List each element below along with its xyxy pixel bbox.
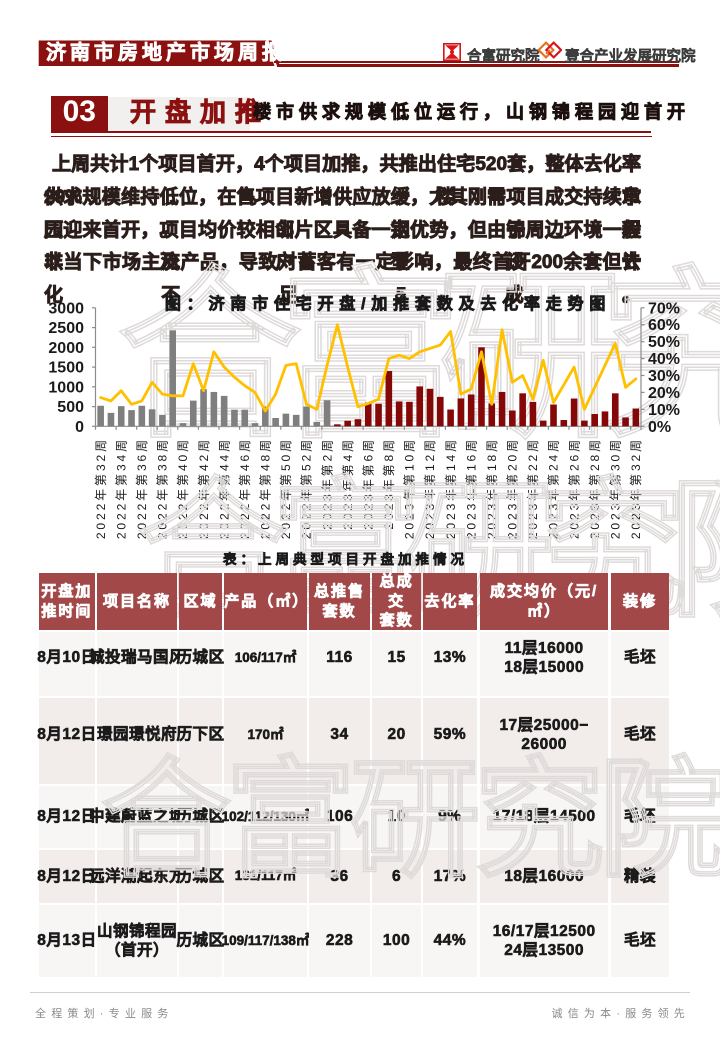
svg-text:2022年第36周: 2022年第36周 [135,437,149,539]
svg-text:2023年第20周: 2023年第20周 [506,437,520,539]
svg-text:50%: 50% [648,334,680,351]
svg-text:2022年第38周: 2022年第38周 [156,437,170,539]
svg-text:2022年第48周: 2022年第48周 [259,437,273,539]
svg-text:2022年第50周: 2022年第50周 [279,437,293,539]
svg-text:2023年第18周: 2023年第18周 [485,437,499,539]
svg-text:2023年第6周: 2023年第6周 [361,437,375,530]
svg-text:2023年第24周: 2023年第24周 [547,437,561,539]
svg-text:2023年第2周: 2023年第2周 [320,437,334,530]
svg-text:500: 500 [57,399,84,416]
svg-text:2023年第22周: 2023年第22周 [526,437,540,539]
svg-text:10%: 10% [648,402,680,419]
svg-text:60%: 60% [648,317,680,334]
svg-text:0%: 0% [648,419,671,436]
svg-text:2023年第16周: 2023年第16周 [464,437,478,539]
svg-text:2023年第14周: 2023年第14周 [444,437,458,539]
svg-text:2023年第4周: 2023年第4周 [341,437,355,530]
svg-text:2023年第10周: 2023年第10周 [403,437,417,539]
svg-text:2023年第32周: 2023年第32周 [629,437,643,539]
svg-text:20%: 20% [648,385,680,402]
svg-text:2023年第8周: 2023年第8周 [382,437,396,530]
svg-text:0: 0 [75,419,84,436]
svg-text:2023年第28周: 2023年第28周 [588,437,602,539]
svg-text:1000: 1000 [48,379,84,396]
svg-text:2022年第42周: 2022年第42周 [197,437,211,539]
svg-text:2022年第46周: 2022年第46周 [238,437,252,539]
svg-text:2000: 2000 [48,340,84,357]
svg-text:2023年第26周: 2023年第26周 [567,437,581,539]
svg-text:1500: 1500 [48,360,84,377]
svg-text:3000: 3000 [48,300,84,317]
svg-text:40%: 40% [648,351,680,368]
svg-text:2022年第32周: 2022年第32周 [94,437,108,539]
svg-text:30%: 30% [648,368,680,385]
svg-text:2023年第30周: 2023年第30周 [609,437,623,539]
svg-text:2022年第40周: 2022年第40周 [176,437,190,539]
svg-text:70%: 70% [648,300,680,317]
svg-text:2022年第44周: 2022年第44周 [217,437,231,539]
svg-text:2500: 2500 [48,320,84,337]
svg-text:2023年第12周: 2023年第12周 [423,437,437,539]
svg-text:2022年第52周: 2022年第52周 [300,437,314,539]
svg-text:2022年第34周: 2022年第34周 [114,437,128,539]
